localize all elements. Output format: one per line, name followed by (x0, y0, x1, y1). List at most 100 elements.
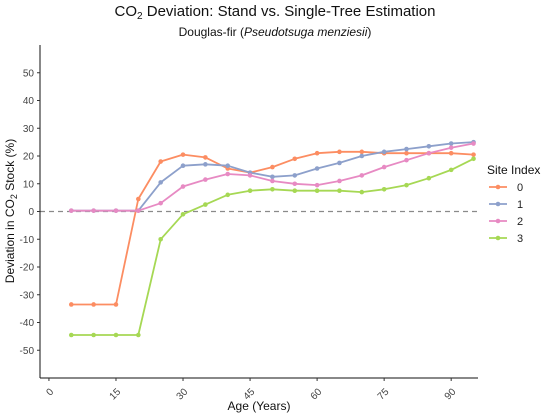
y-tick-label: -30 (20, 290, 35, 301)
data-point-1 (381, 149, 387, 155)
data-point-2 (203, 177, 208, 182)
data-point-0 (158, 159, 163, 164)
x-tick-label: 90 (443, 386, 459, 402)
legend-label-0: 0 (517, 182, 523, 194)
data-point-1 (180, 163, 186, 169)
data-point-2 (337, 178, 342, 184)
x-axis-label: Age (Years) (228, 399, 291, 413)
x-tick-label: 30 (175, 386, 191, 402)
y-axis-label: Deviation in CO2 Stock (%) (3, 139, 19, 283)
data-point-3 (91, 332, 96, 338)
y-tick-label: -20 (20, 263, 35, 274)
data-point-1 (225, 163, 231, 169)
data-point-2 (404, 157, 409, 163)
data-point-3 (247, 188, 253, 193)
data-point-0 (404, 150, 409, 156)
data-point-0 (91, 302, 96, 307)
data-point-2 (113, 208, 119, 213)
data-point-3 (225, 192, 231, 198)
y-tick-label: 40 (23, 96, 35, 107)
data-point-2 (471, 141, 476, 146)
x-tick-label: 60 (309, 386, 325, 402)
data-point-3 (426, 175, 432, 181)
data-point-2 (270, 178, 275, 184)
data-point-3 (68, 332, 74, 338)
legend-marker-1 (495, 201, 501, 207)
y-tick-label: -40 (20, 318, 35, 329)
data-point-1 (404, 146, 409, 152)
y-tick-label: 50 (23, 68, 35, 79)
x-tick-label: 15 (108, 386, 124, 402)
data-point-3 (404, 182, 409, 188)
data-point-1 (448, 141, 454, 146)
data-point-0 (337, 149, 342, 155)
data-point-1 (203, 162, 208, 167)
data-point-0 (68, 302, 74, 307)
data-point-2 (314, 182, 320, 188)
data-point-2 (381, 164, 387, 170)
x-tick-label: 75 (376, 386, 392, 402)
data-point-2 (448, 145, 454, 150)
data-point-1 (426, 143, 432, 149)
x-tick-label: 0 (44, 386, 56, 398)
data-point-2 (359, 173, 365, 178)
data-point-3 (337, 188, 342, 193)
y-tick-label: 20 (23, 152, 35, 163)
data-point-0 (136, 196, 141, 202)
data-point-2 (180, 184, 186, 189)
series-line-3 (71, 157, 474, 336)
data-point-3 (471, 156, 476, 162)
data-point-0 (314, 150, 320, 156)
data-point-2 (225, 171, 231, 177)
legend-label-3: 3 (517, 233, 523, 245)
legend-label-2: 2 (517, 216, 523, 228)
data-point-3 (136, 332, 141, 338)
y-tick-label: 30 (23, 124, 35, 135)
data-point-0 (113, 302, 119, 307)
data-point-2 (91, 208, 96, 213)
data-point-3 (158, 236, 163, 242)
data-point-3 (448, 167, 454, 173)
data-point-3 (203, 202, 208, 207)
data-point-0 (359, 149, 365, 155)
data-point-1 (158, 180, 163, 185)
data-point-3 (359, 189, 365, 195)
legend: Site Index 0 1 2 3 (487, 163, 540, 245)
data-point-0 (180, 152, 186, 157)
data-point-0 (292, 156, 298, 162)
data-point-2 (426, 150, 432, 156)
data-point-3 (270, 187, 275, 192)
data-point-3 (292, 188, 298, 193)
data-point-1 (337, 160, 342, 166)
data-point-1 (359, 153, 365, 159)
data-point-0 (448, 150, 454, 156)
legend-title: Site Index (487, 163, 540, 177)
data-point-3 (381, 187, 387, 192)
chart-title: CO2 Deviation: Stand vs. Single-Tree Est… (115, 3, 436, 22)
data-point-2 (158, 200, 163, 206)
data-point-1 (314, 166, 320, 171)
chart-subtitle: Douglas-fir (Pseudotsuga menziesii) (179, 25, 372, 39)
y-tick-label: -50 (20, 346, 35, 357)
y-axis-ticks: -50 -40 -30 -20 -10 0 10 20 30 40 50 (20, 68, 40, 357)
data-point-2 (292, 181, 298, 187)
data-point-1 (270, 174, 275, 180)
y-tick-label: 10 (23, 179, 35, 190)
legend-marker-3 (495, 235, 501, 241)
data-point-2 (68, 208, 74, 213)
legend-marker-0 (495, 184, 501, 190)
data-point-3 (180, 211, 186, 217)
legend-marker-2 (495, 218, 501, 224)
y-tick-label: -10 (20, 235, 35, 246)
data-point-0 (270, 164, 275, 170)
data-point-3 (113, 332, 119, 338)
data-point-0 (203, 155, 208, 160)
y-tick-label: 0 (28, 207, 34, 218)
data-point-3 (314, 188, 320, 193)
data-point-0 (471, 152, 476, 157)
data-point-2 (247, 173, 253, 178)
data-point-1 (292, 173, 298, 178)
data-point-2 (136, 208, 141, 213)
plot-area (40, 139, 478, 338)
